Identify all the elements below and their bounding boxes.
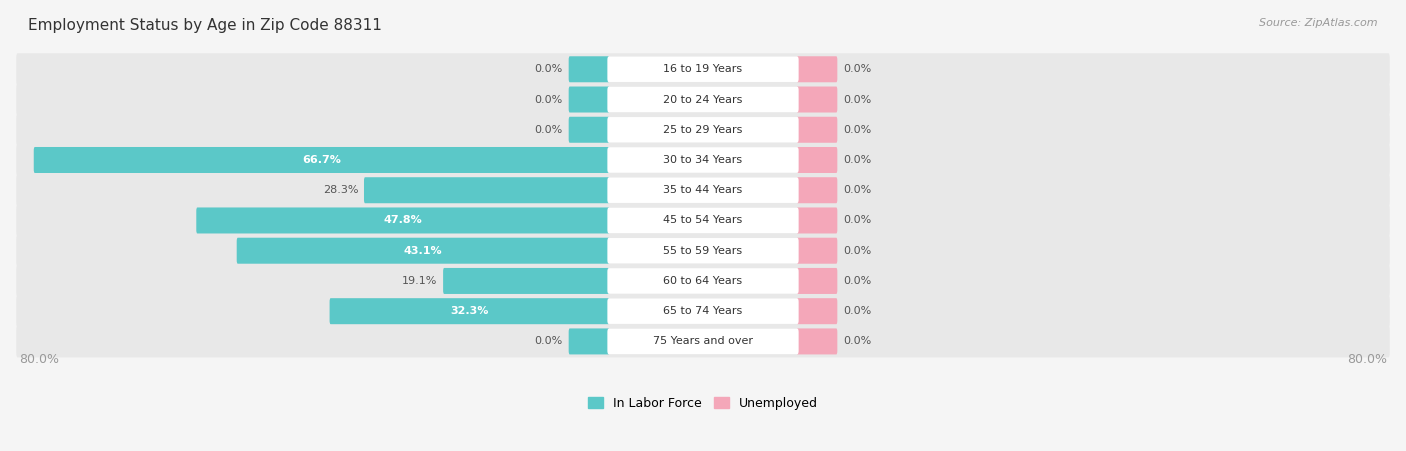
FancyBboxPatch shape [607, 56, 799, 82]
FancyBboxPatch shape [17, 265, 1389, 297]
FancyBboxPatch shape [797, 56, 838, 82]
FancyBboxPatch shape [797, 117, 838, 143]
FancyBboxPatch shape [797, 177, 838, 203]
FancyBboxPatch shape [197, 207, 609, 234]
FancyBboxPatch shape [568, 328, 609, 354]
FancyBboxPatch shape [568, 56, 609, 82]
Text: 55 to 59 Years: 55 to 59 Years [664, 246, 742, 256]
Text: 45 to 54 Years: 45 to 54 Years [664, 216, 742, 226]
FancyBboxPatch shape [17, 326, 1389, 358]
Text: 0.0%: 0.0% [844, 246, 872, 256]
FancyBboxPatch shape [568, 87, 609, 112]
FancyBboxPatch shape [607, 299, 799, 324]
Text: Employment Status by Age in Zip Code 88311: Employment Status by Age in Zip Code 883… [28, 18, 382, 33]
Legend: In Labor Force, Unemployed: In Labor Force, Unemployed [583, 391, 823, 414]
FancyBboxPatch shape [607, 117, 799, 143]
Text: 0.0%: 0.0% [844, 155, 872, 165]
Text: Source: ZipAtlas.com: Source: ZipAtlas.com [1260, 18, 1378, 28]
FancyBboxPatch shape [797, 328, 838, 354]
Text: 0.0%: 0.0% [844, 64, 872, 74]
FancyBboxPatch shape [607, 329, 799, 354]
FancyBboxPatch shape [17, 83, 1389, 115]
Text: 28.3%: 28.3% [322, 185, 359, 195]
Text: 0.0%: 0.0% [534, 64, 562, 74]
Text: 0.0%: 0.0% [844, 336, 872, 346]
Text: 0.0%: 0.0% [534, 95, 562, 105]
Text: 0.0%: 0.0% [844, 185, 872, 195]
Text: 80.0%: 80.0% [1347, 353, 1386, 366]
Text: 0.0%: 0.0% [844, 276, 872, 286]
FancyBboxPatch shape [236, 238, 609, 264]
FancyBboxPatch shape [34, 147, 609, 173]
Text: 0.0%: 0.0% [844, 216, 872, 226]
Text: 66.7%: 66.7% [302, 155, 342, 165]
FancyBboxPatch shape [17, 295, 1389, 327]
Text: 0.0%: 0.0% [844, 95, 872, 105]
FancyBboxPatch shape [797, 147, 838, 173]
Text: 75 Years and over: 75 Years and over [652, 336, 754, 346]
FancyBboxPatch shape [17, 204, 1389, 236]
Text: 0.0%: 0.0% [534, 125, 562, 135]
Text: 65 to 74 Years: 65 to 74 Years [664, 306, 742, 316]
FancyBboxPatch shape [797, 298, 838, 324]
FancyBboxPatch shape [607, 208, 799, 233]
Text: 0.0%: 0.0% [534, 336, 562, 346]
FancyBboxPatch shape [568, 117, 609, 143]
FancyBboxPatch shape [607, 268, 799, 294]
FancyBboxPatch shape [797, 268, 838, 294]
Text: 60 to 64 Years: 60 to 64 Years [664, 276, 742, 286]
FancyBboxPatch shape [17, 174, 1389, 206]
FancyBboxPatch shape [797, 238, 838, 264]
Text: 47.8%: 47.8% [384, 216, 422, 226]
Text: 16 to 19 Years: 16 to 19 Years [664, 64, 742, 74]
FancyBboxPatch shape [607, 238, 799, 263]
Text: 25 to 29 Years: 25 to 29 Years [664, 125, 742, 135]
FancyBboxPatch shape [607, 178, 799, 203]
Text: 19.1%: 19.1% [402, 276, 437, 286]
FancyBboxPatch shape [17, 53, 1389, 85]
FancyBboxPatch shape [607, 147, 799, 173]
FancyBboxPatch shape [797, 87, 838, 112]
FancyBboxPatch shape [443, 268, 609, 294]
FancyBboxPatch shape [17, 144, 1389, 176]
FancyBboxPatch shape [797, 207, 838, 234]
FancyBboxPatch shape [17, 235, 1389, 267]
Text: 80.0%: 80.0% [20, 353, 59, 366]
FancyBboxPatch shape [329, 298, 609, 324]
Text: 30 to 34 Years: 30 to 34 Years [664, 155, 742, 165]
FancyBboxPatch shape [17, 114, 1389, 146]
Text: 20 to 24 Years: 20 to 24 Years [664, 95, 742, 105]
FancyBboxPatch shape [607, 87, 799, 112]
Text: 43.1%: 43.1% [404, 246, 443, 256]
Text: 0.0%: 0.0% [844, 125, 872, 135]
Text: 35 to 44 Years: 35 to 44 Years [664, 185, 742, 195]
Text: 32.3%: 32.3% [450, 306, 489, 316]
Text: 0.0%: 0.0% [844, 306, 872, 316]
FancyBboxPatch shape [364, 177, 609, 203]
